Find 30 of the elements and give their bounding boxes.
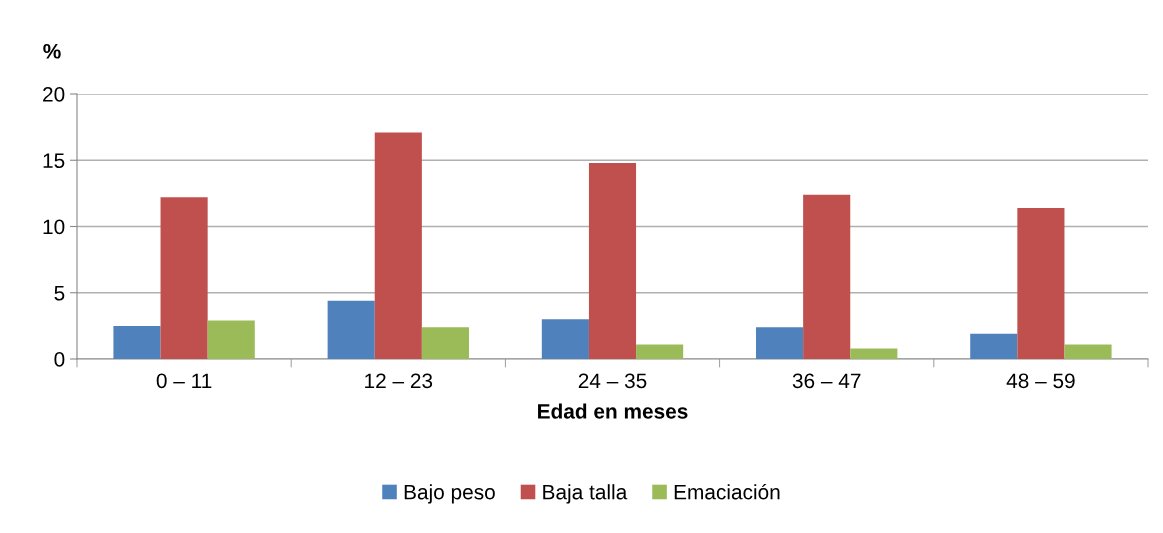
bar — [421, 327, 469, 359]
y-tick-label: 10 — [43, 219, 65, 235]
bar — [970, 333, 1018, 359]
legend-label: Bajo peso — [404, 484, 495, 504]
legend-label: Emaciación — [674, 483, 780, 500]
bar — [160, 197, 208, 359]
legend-label: Baja talla — [543, 484, 628, 504]
bar — [636, 344, 684, 359]
x-tick-label: 24 – 35 — [578, 373, 647, 389]
y-tick-label: 20 — [43, 87, 65, 102]
bar — [803, 194, 851, 359]
y-tick-label: 15 — [43, 153, 65, 168]
bar — [588, 162, 637, 359]
x-tick-label: 48 – 59 — [1006, 373, 1075, 389]
bar — [850, 348, 898, 359]
y-tick-label: 5 — [54, 285, 65, 301]
x-tick-label: 12 – 23 — [365, 373, 433, 389]
x-tick-label: 36 – 47 — [792, 373, 861, 389]
y-tick-label: 0 — [54, 352, 65, 367]
bar — [1064, 344, 1112, 359]
bar — [207, 320, 255, 359]
bar — [113, 325, 161, 359]
x-tick-label: 0 – 11 — [156, 373, 212, 389]
bar — [541, 319, 589, 359]
y-axis-title: % — [43, 43, 61, 59]
bar — [327, 300, 375, 359]
x-axis-title: Edad en meses — [538, 403, 688, 419]
bar — [1017, 207, 1065, 359]
bar — [756, 327, 804, 359]
bar — [374, 132, 422, 359]
